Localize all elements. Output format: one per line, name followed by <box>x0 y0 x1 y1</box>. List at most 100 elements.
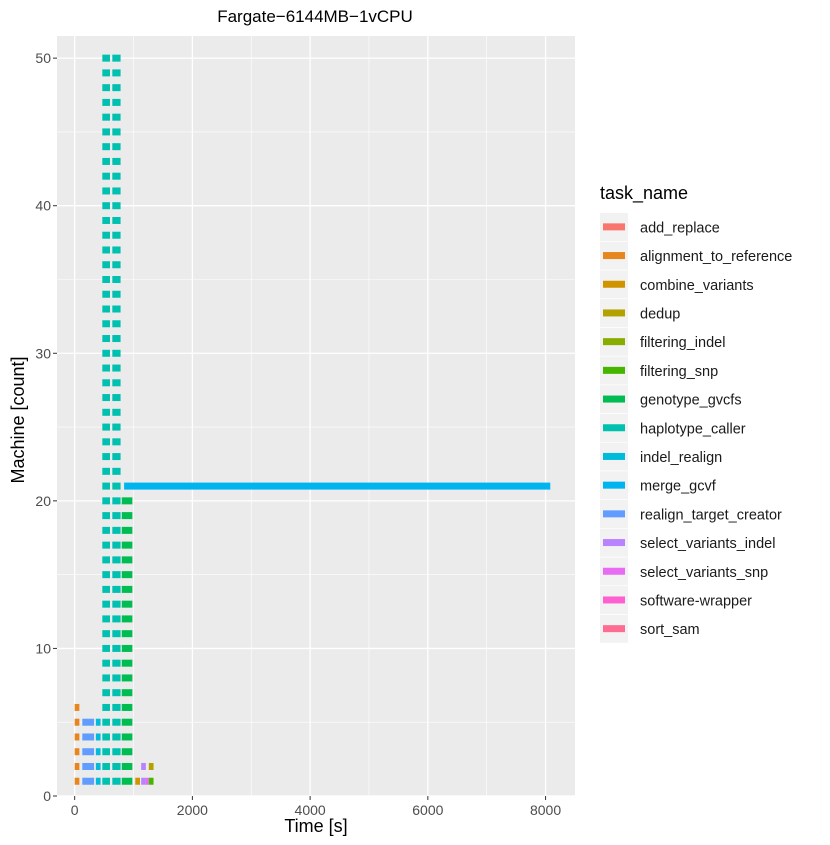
legend-swatch-genotype_gvcfs <box>603 395 625 403</box>
legend-swatch-combine_variants <box>603 280 625 288</box>
legend-swatch-merge_gcvf <box>603 481 625 489</box>
y-axis-title: Machine [count] <box>8 356 28 483</box>
legend-swatch-filtering_indel <box>603 338 625 346</box>
task-bar-haplotype_caller <box>102 98 110 106</box>
task-bar-haplotype_caller <box>112 128 121 136</box>
legend-swatch-add_replace <box>603 223 625 231</box>
task-bar-combine_variants <box>135 777 140 785</box>
task-bar-haplotype_caller <box>102 438 110 446</box>
task-bar-haplotype_caller <box>112 615 121 623</box>
legend-label-filtering_indel: filtering_indel <box>640 335 725 351</box>
task-bar-haplotype_caller <box>112 644 121 652</box>
task-bar-indel_realign <box>95 718 101 726</box>
task-bar-genotype_gvcfs <box>121 497 133 505</box>
task-bar-merge_gcvf <box>124 482 551 490</box>
legend-swatch-dedup <box>603 309 625 317</box>
legend-label-realign_target_creator: realign_target_creator <box>640 507 782 523</box>
task-bar-genotype_gvcfs <box>121 600 133 608</box>
task-bar-alignment_to_reference <box>74 718 80 726</box>
task-bar-genotype_gvcfs <box>121 762 133 770</box>
task-bar-haplotype_caller <box>112 394 121 402</box>
task-bar-haplotype_caller <box>112 585 121 593</box>
legend-label-select_variants_snp: select_variants_snp <box>640 565 768 581</box>
legend: task_name add_replace alignment_to_refere… <box>600 183 792 643</box>
task-bar-haplotype_caller <box>102 275 110 283</box>
task-bar-haplotype_caller <box>102 748 110 756</box>
task-bar-realign_target_creator <box>82 733 95 741</box>
legend-label-filtering_snp: filtering_snp <box>640 364 718 380</box>
legend-swatch-software-wrapper <box>603 596 625 604</box>
task-bar-haplotype_caller <box>112 659 121 667</box>
task-bar-haplotype_caller <box>112 777 121 785</box>
task-bar-haplotype_caller <box>102 113 110 121</box>
task-bar-alignment_to_reference <box>74 748 80 756</box>
task-bar-haplotype_caller <box>102 777 110 785</box>
task-bar-haplotype_caller <box>102 556 110 564</box>
task-bar-haplotype_caller <box>102 644 110 652</box>
x-tick-label: 0 <box>71 802 79 818</box>
task-bar-haplotype_caller <box>102 453 110 461</box>
task-bar-realign_target_creator <box>82 762 95 770</box>
task-bar-indel_realign <box>95 748 101 756</box>
grid-lines <box>57 36 575 797</box>
legend-title: task_name <box>600 183 688 204</box>
x-tick-label: 6000 <box>412 802 443 818</box>
task-bar-haplotype_caller <box>112 718 121 726</box>
legend-swatch-alignment_to_reference <box>603 252 625 260</box>
task-bar-haplotype_caller <box>102 467 110 475</box>
task-bar-genotype_gvcfs <box>121 659 133 667</box>
plot-panel <box>57 36 575 796</box>
task-bar-haplotype_caller <box>112 408 121 416</box>
task-bar-haplotype_caller <box>102 541 110 549</box>
axes: 0 2000 4000 6000 8000 0 10 20 30 40 50 <box>35 50 561 818</box>
legend-swatch-filtering_snp <box>603 366 625 374</box>
task-bar-filtering_snp <box>148 777 154 785</box>
task-bar-haplotype_caller <box>102 718 110 726</box>
task-bar-haplotype_caller <box>102 202 110 210</box>
task-bar-genotype_gvcfs <box>121 733 133 741</box>
task-bar-haplotype_caller <box>112 231 121 239</box>
task-bar-genotype_gvcfs <box>121 777 133 785</box>
data-marks <box>74 54 551 785</box>
x-tick-label: 2000 <box>177 802 208 818</box>
task-bar-haplotype_caller <box>112 497 121 505</box>
task-bar-haplotype_caller <box>112 438 121 446</box>
task-bar-haplotype_caller <box>102 497 110 505</box>
task-bar-haplotype_caller <box>112 379 121 387</box>
task-bar-haplotype_caller <box>112 261 121 269</box>
legend-swatch-sort_sam <box>603 625 625 633</box>
x-tick-label: 8000 <box>530 802 561 818</box>
task-bar-haplotype_caller <box>102 762 110 770</box>
task-bar-dedup <box>148 762 154 770</box>
task-bar-alignment_to_reference <box>74 733 80 741</box>
task-bar-haplotype_caller <box>112 674 121 682</box>
task-bar-haplotype_caller <box>112 290 121 298</box>
task-bar-haplotype_caller <box>102 172 110 180</box>
task-bar-haplotype_caller <box>102 216 110 224</box>
task-bar-haplotype_caller <box>102 246 110 254</box>
task-bar-haplotype_caller <box>102 733 110 741</box>
x-axis-title: Time [s] <box>284 816 347 836</box>
task-bar-haplotype_caller <box>112 275 121 283</box>
legend-label-select_variants_indel: select_variants_indel <box>640 536 775 552</box>
legend-label-haplotype_caller: haplotype_caller <box>640 421 746 437</box>
task-bar-genotype_gvcfs <box>121 689 133 697</box>
y-tick-label: 50 <box>35 50 51 66</box>
task-bar-haplotype_caller <box>112 571 121 579</box>
task-bar-haplotype_caller <box>112 467 121 475</box>
legend-label-dedup: dedup <box>640 306 680 322</box>
task-bar-haplotype_caller <box>112 762 121 770</box>
task-bar-alignment_to_reference <box>74 777 80 785</box>
task-bar-haplotype_caller <box>102 689 110 697</box>
task-bar-genotype_gvcfs <box>121 718 133 726</box>
chart-title: Fargate−6144MB−1vCPU <box>217 7 413 26</box>
task-bar-haplotype_caller <box>112 733 121 741</box>
task-bar-realign_target_creator <box>82 777 95 785</box>
x-tick-label: 4000 <box>295 802 326 818</box>
y-tick-label: 20 <box>35 493 51 509</box>
task-bar-realign_target_creator <box>82 718 95 726</box>
legend-label-sort_sam: sort_sam <box>640 622 700 638</box>
task-bar-haplotype_caller <box>112 98 121 106</box>
task-bar-haplotype_caller <box>112 157 121 165</box>
task-bar-haplotype_caller <box>112 349 121 357</box>
